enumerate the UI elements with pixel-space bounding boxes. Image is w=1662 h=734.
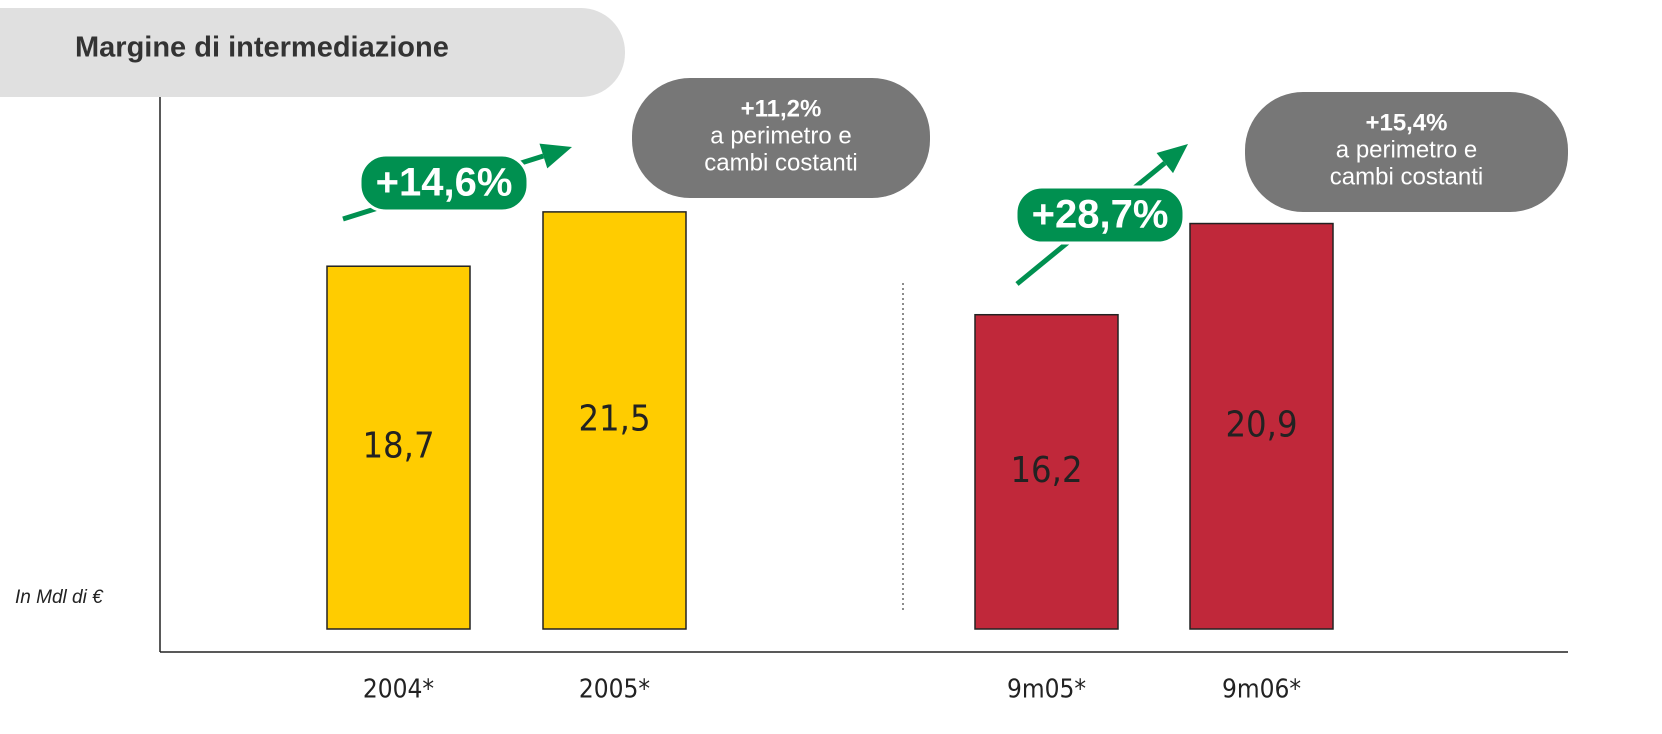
note-line: cambi costanti xyxy=(1330,163,1483,190)
title-pill xyxy=(0,8,625,97)
growth-pill xyxy=(358,153,530,213)
arrow-head xyxy=(539,143,572,169)
chart-title: Margine di intermediazione xyxy=(75,32,449,64)
growth-label: +28,7% xyxy=(1032,193,1169,237)
note-bubble xyxy=(1245,92,1568,212)
bar xyxy=(326,265,471,630)
growth-pill xyxy=(1014,185,1186,245)
bar xyxy=(974,313,1119,630)
x-tick-label: 9m05* xyxy=(1007,675,1086,705)
bar xyxy=(542,211,687,630)
x-tick-label: 2005* xyxy=(579,675,650,705)
unit-label: In Mdl di € xyxy=(15,587,104,608)
x-tick-label: 9m06* xyxy=(1222,675,1301,705)
note-line: cambi costanti xyxy=(704,149,857,176)
note-line: +15,4% xyxy=(1365,109,1447,136)
note-bubble xyxy=(632,78,930,198)
value-label: 21,5 xyxy=(578,398,650,439)
x-tick-label: 2004* xyxy=(363,675,434,705)
bar xyxy=(1189,222,1334,630)
arrow-head xyxy=(1156,144,1188,174)
value-label: 16,2 xyxy=(1010,450,1082,491)
growth-label: +14,6% xyxy=(376,161,513,205)
note-line: a perimetro e xyxy=(710,122,851,149)
value-label: 18,7 xyxy=(362,426,434,467)
note-line: +11,2% xyxy=(741,95,822,122)
value-label: 20,9 xyxy=(1225,404,1297,445)
note-line: a perimetro e xyxy=(1336,136,1477,163)
